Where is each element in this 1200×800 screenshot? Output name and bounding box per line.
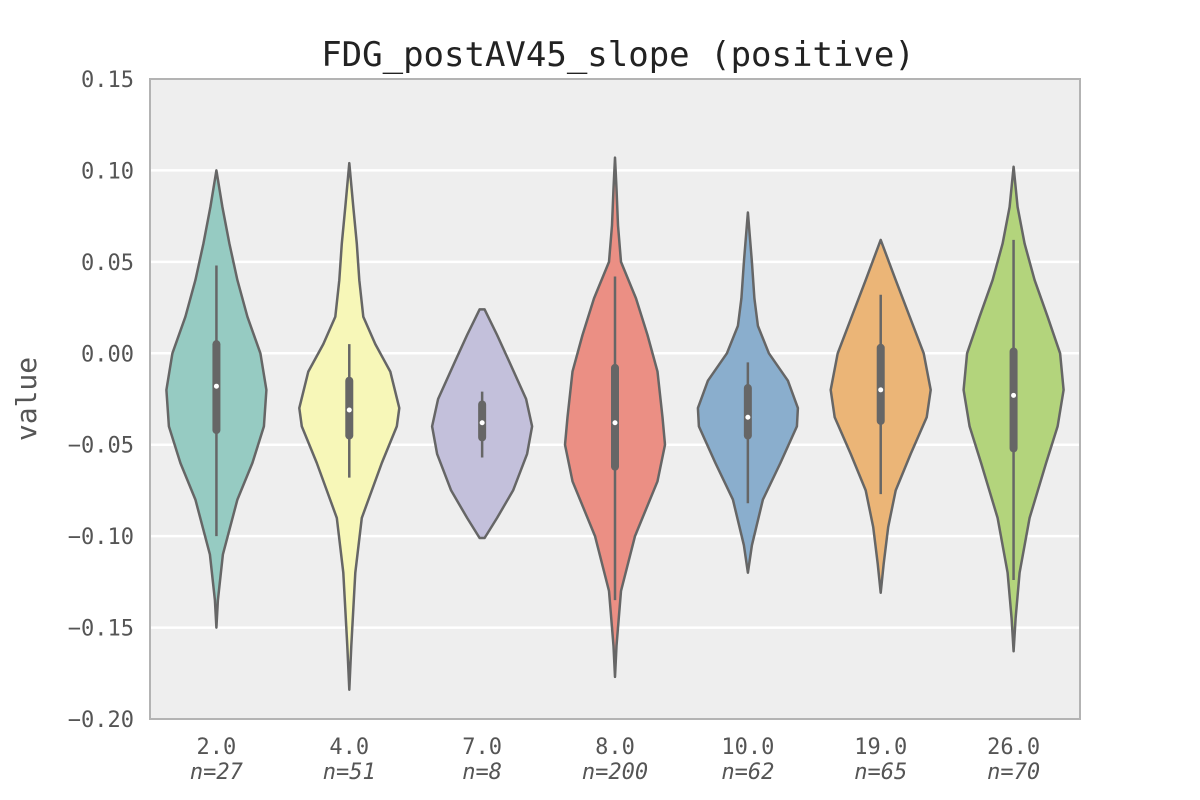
x-sample-size-label: n=200 (582, 760, 648, 785)
y-axis-label: value (10, 357, 43, 441)
x-sample-size-label: n=51 (323, 760, 376, 785)
x-category-label: 10.0 (721, 735, 774, 760)
violin-median (878, 387, 884, 393)
violins (165, 156, 1065, 691)
x-category-label: 19.0 (854, 735, 907, 760)
chart-title: FDG_postAV45_slope (positive) (321, 35, 915, 75)
violin-median (479, 420, 485, 426)
y-tick-label: 0.15 (81, 68, 134, 93)
violin-median (612, 420, 618, 426)
y-tick-label: 0.05 (81, 251, 134, 276)
y-tick-label: −0.15 (68, 617, 134, 642)
violin-median (1011, 392, 1017, 398)
violin-median (213, 383, 219, 389)
x-category-label: 26.0 (987, 735, 1040, 760)
x-sample-size-label: n=8 (462, 760, 502, 785)
x-sample-size-label: n=62 (721, 760, 774, 785)
x-category-label: 4.0 (329, 735, 369, 760)
x-category-label: 8.0 (595, 735, 635, 760)
y-tick-label: 0.10 (81, 159, 134, 184)
y-tick-label: −0.10 (68, 525, 134, 550)
x-sample-size-label: n=70 (987, 760, 1040, 785)
y-tick-label: 0.00 (81, 342, 134, 367)
violin-median (346, 407, 352, 413)
x-sample-size-label: n=27 (190, 760, 244, 785)
x-axis-labels: 2.0n=27 4.0n=51 7.0n=8 8.0n=200 10.0n=62 19.0… (190, 735, 1040, 785)
x-category-label: 7.0 (462, 735, 502, 760)
y-axis-ticks: 0.15 0.10 0.05 0.00 −0.05 −0.10 −0.15 −0.20 (68, 68, 134, 733)
y-tick-label: −0.05 (68, 434, 134, 459)
x-category-label: 2.0 (197, 735, 237, 760)
x-sample-size-label: n=65 (854, 760, 907, 785)
y-tick-label: −0.20 (68, 708, 134, 733)
violin-median (745, 414, 751, 420)
